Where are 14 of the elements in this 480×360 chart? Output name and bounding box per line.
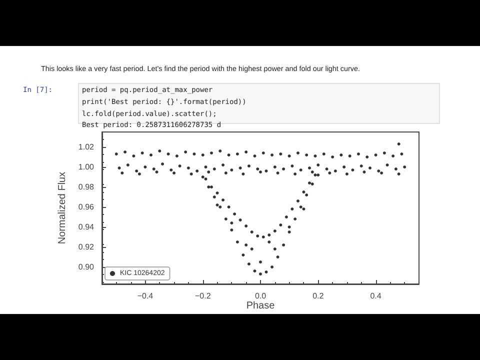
y-tick-label: 1.00 — [78, 162, 95, 172]
x-tick-label: 0.2 — [312, 292, 324, 300]
x-tick-label: 0.4 — [370, 292, 382, 300]
x-tick-label: −0.4 — [137, 292, 154, 300]
y-tick-label: 0.96 — [78, 202, 95, 212]
y-tick-label: 0.98 — [78, 182, 95, 192]
y-tick-label: 0.90 — [78, 262, 95, 272]
x-tick-label: −0.2 — [194, 292, 212, 300]
y-tick-label: 0.94 — [78, 222, 95, 232]
x-tick-label: 0.0 — [254, 292, 267, 300]
x-axis-title: Phase — [246, 300, 276, 312]
y-tick-label: 1.02 — [78, 142, 95, 152]
y-tick-label: 0.92 — [78, 242, 95, 252]
y-axis-title: Normalized Flux — [57, 172, 68, 244]
